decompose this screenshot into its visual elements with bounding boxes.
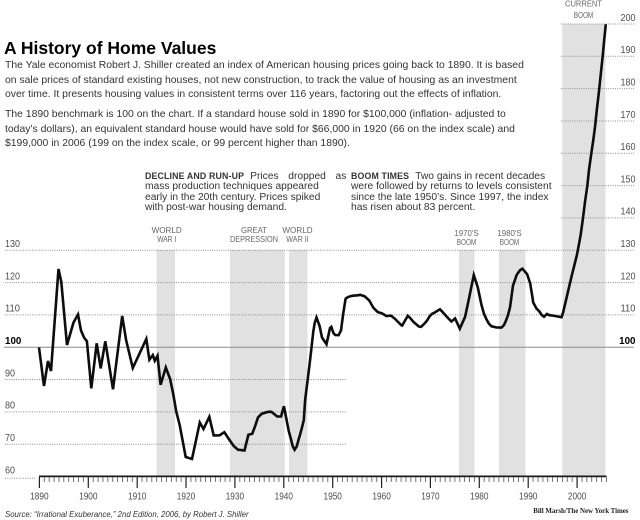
svg-text:80: 80 <box>5 401 15 412</box>
svg-text:120: 120 <box>5 271 20 282</box>
svg-text:1980: 1980 <box>470 491 489 502</box>
svg-text:BOOM: BOOM <box>574 10 594 20</box>
svg-text:120: 120 <box>621 271 636 282</box>
svg-text:DEPRESSION: DEPRESSION <box>230 234 278 244</box>
svg-text:WORLD: WORLD <box>282 225 312 235</box>
svg-text:130: 130 <box>5 239 20 250</box>
svg-text:190: 190 <box>621 45 636 56</box>
svg-text:1920: 1920 <box>177 491 196 502</box>
svg-text:180: 180 <box>621 77 636 88</box>
svg-text:100: 100 <box>5 336 22 347</box>
svg-text:1910: 1910 <box>128 491 147 502</box>
svg-text:60: 60 <box>5 465 15 476</box>
svg-text:1890: 1890 <box>30 491 49 502</box>
svg-text:200: 200 <box>621 13 636 24</box>
svg-text:1990: 1990 <box>519 491 538 502</box>
svg-text:1960: 1960 <box>372 491 391 502</box>
svg-text:1930: 1930 <box>226 491 245 502</box>
svg-text:CURRENT: CURRENT <box>565 0 602 9</box>
svg-text:BOOM: BOOM <box>457 237 477 247</box>
svg-text:110: 110 <box>621 304 637 315</box>
svg-text:90: 90 <box>5 368 15 379</box>
svg-text:1980'S: 1980'S <box>497 228 522 238</box>
svg-text:BOOM: BOOM <box>500 237 520 247</box>
svg-text:1950: 1950 <box>324 491 343 502</box>
svg-text:WAR II: WAR II <box>286 234 309 244</box>
svg-text:WORLD: WORLD <box>152 225 182 235</box>
svg-text:1970: 1970 <box>421 491 440 502</box>
svg-text:160: 160 <box>621 142 636 153</box>
svg-text:170: 170 <box>621 110 636 121</box>
svg-text:1970'S: 1970'S <box>454 228 479 238</box>
svg-text:70: 70 <box>5 433 15 444</box>
svg-text:130: 130 <box>621 239 636 250</box>
svg-text:1900: 1900 <box>79 491 98 502</box>
svg-text:2000: 2000 <box>568 491 587 502</box>
svg-text:WAR I: WAR I <box>157 234 176 244</box>
svg-text:140: 140 <box>621 207 636 218</box>
svg-text:1940: 1940 <box>275 491 294 502</box>
svg-text:150: 150 <box>621 174 636 185</box>
svg-text:GREAT: GREAT <box>241 225 267 235</box>
svg-text:110: 110 <box>5 304 21 315</box>
svg-text:100: 100 <box>619 336 636 347</box>
